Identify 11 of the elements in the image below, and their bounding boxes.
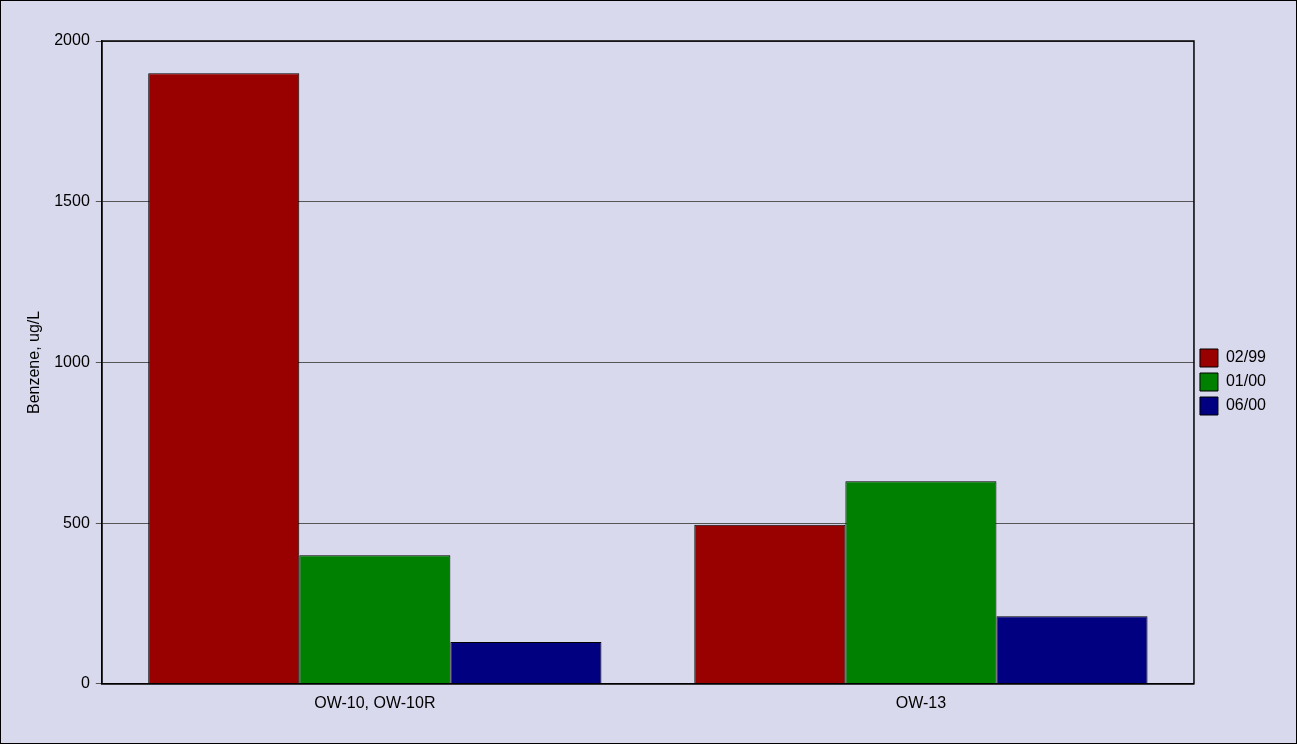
y-tick-label: 0 <box>80 674 90 692</box>
legend-label: 01/00 <box>1225 372 1267 390</box>
x-tick-label: OW-10, OW-10R <box>314 693 436 711</box>
y-axis-title: Benzene, ug/L <box>25 310 43 414</box>
legend-label: 02/99 <box>1225 348 1267 366</box>
legend-label: 06/00 <box>1225 396 1267 414</box>
x-tick-label: OW-13 <box>895 693 947 711</box>
y-tick-label: 1500 <box>54 192 90 210</box>
y-tick-label: 500 <box>63 513 90 531</box>
y-tick-label: 2000 <box>54 31 90 49</box>
y-tick-label: 1000 <box>54 352 90 370</box>
